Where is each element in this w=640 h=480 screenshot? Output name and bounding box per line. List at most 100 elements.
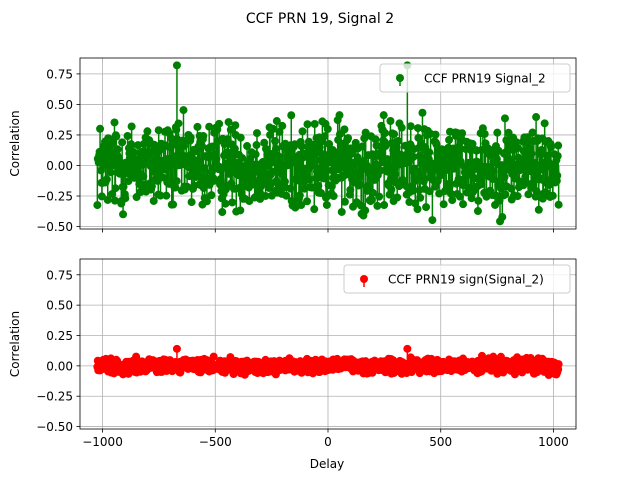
stem-marker	[392, 143, 401, 152]
stem-marker	[532, 187, 541, 196]
stem-marker	[113, 145, 122, 154]
stem-marker	[480, 129, 489, 138]
stem-marker	[422, 203, 431, 212]
stem-marker	[513, 192, 522, 201]
stem-marker	[419, 177, 428, 186]
stem-marker	[127, 140, 136, 149]
stem-marker	[310, 119, 319, 128]
stem-marker	[172, 125, 181, 134]
series-2	[93, 344, 563, 380]
legend-box	[379, 63, 571, 93]
stem-marker	[277, 169, 286, 178]
stem-marker	[207, 191, 216, 200]
stem-marker	[209, 176, 218, 185]
stem-marker	[287, 111, 296, 120]
stem-marker	[187, 198, 196, 207]
stem-marker	[218, 208, 227, 217]
y-tick-label: 0.00	[46, 359, 73, 373]
y-tick-label: 0.50	[46, 98, 73, 112]
stem-marker	[448, 196, 457, 205]
x-tick-label: 0	[324, 435, 332, 449]
stem-marker	[394, 136, 403, 145]
stem-marker	[297, 201, 306, 210]
stem-marker	[390, 130, 399, 139]
stem-marker	[455, 192, 464, 201]
stem-marker	[179, 106, 188, 115]
y-tick-label: 0.50	[46, 299, 73, 313]
stem-marker	[403, 344, 412, 353]
y-tick-label: 0.25	[46, 128, 73, 142]
stem-marker	[373, 201, 382, 210]
stem-marker	[523, 133, 532, 142]
stem-marker	[368, 188, 377, 197]
stem-marker	[139, 172, 148, 181]
stem-marker	[174, 119, 183, 128]
stem-marker	[111, 184, 120, 193]
stem-marker	[445, 183, 454, 192]
stem-marker	[216, 177, 225, 186]
stem-marker	[171, 183, 180, 192]
stem-marker	[477, 146, 486, 155]
stem-marker	[381, 129, 390, 138]
stem-marker	[454, 142, 463, 151]
stem-marker	[346, 185, 355, 194]
stem-marker	[546, 143, 555, 152]
stem-marker	[386, 117, 395, 126]
figure-title: CCF PRN 19, Signal 2	[246, 11, 394, 27]
stem-marker	[305, 175, 314, 184]
stem-marker	[202, 197, 211, 206]
legend-marker	[360, 275, 368, 283]
stem-marker	[375, 192, 384, 201]
stem-marker	[261, 191, 270, 200]
stem-marker	[430, 159, 439, 168]
x-tick-label: −1000	[82, 435, 123, 449]
stem-marker	[425, 187, 434, 196]
stem-marker	[295, 191, 304, 200]
stem-marker	[425, 148, 434, 157]
legend-box	[343, 264, 571, 294]
legend-marker	[396, 74, 404, 82]
subplot-1: −0.50 −0.25 0.00 0.25 0.50 0.75 Correlation CCF…	[8, 57, 577, 234]
stem-marker	[540, 119, 549, 128]
y-tick-label: −0.25	[36, 190, 73, 204]
stem-marker	[554, 200, 563, 209]
stem-marker	[197, 141, 206, 150]
stem-marker	[356, 180, 365, 189]
legend-label: CCF PRN19 sign(Signal_2)	[388, 273, 544, 287]
stem-marker	[500, 173, 509, 182]
stem-marker	[542, 151, 551, 160]
stem-marker	[230, 144, 239, 153]
stem-marker	[314, 181, 323, 190]
stem-marker	[147, 182, 156, 191]
stem-marker	[521, 172, 530, 181]
stem-marker	[243, 142, 252, 151]
stem-marker	[303, 120, 312, 129]
y-tick-label: −0.25	[36, 390, 73, 404]
stem-marker	[329, 192, 338, 201]
stem-marker	[272, 117, 281, 126]
stem-marker	[553, 151, 562, 160]
stem-marker	[380, 201, 389, 210]
stem-marker	[271, 137, 280, 146]
stem-marker	[221, 199, 230, 208]
stem-marker	[522, 178, 531, 187]
stem-marker	[119, 210, 128, 219]
stem-marker	[473, 207, 482, 216]
stem-marker	[185, 172, 194, 181]
stem-marker	[498, 213, 507, 222]
stem-marker	[320, 174, 329, 183]
stem-marker	[554, 141, 563, 150]
stem-marker	[143, 127, 152, 136]
legend: CCF PRN19 Signal_2	[379, 63, 571, 93]
stem-marker	[252, 129, 261, 138]
stem-marker	[432, 140, 441, 149]
stem-marker	[278, 121, 287, 130]
stem-marker	[209, 352, 218, 361]
stem-marker	[418, 108, 427, 117]
legend: CCF PRN19 sign(Signal_2)	[343, 264, 571, 294]
stem-marker	[416, 193, 425, 202]
stem-marker	[327, 182, 336, 191]
stem-marker	[387, 185, 396, 194]
stem-marker	[154, 126, 163, 135]
stem-marker	[518, 165, 527, 174]
